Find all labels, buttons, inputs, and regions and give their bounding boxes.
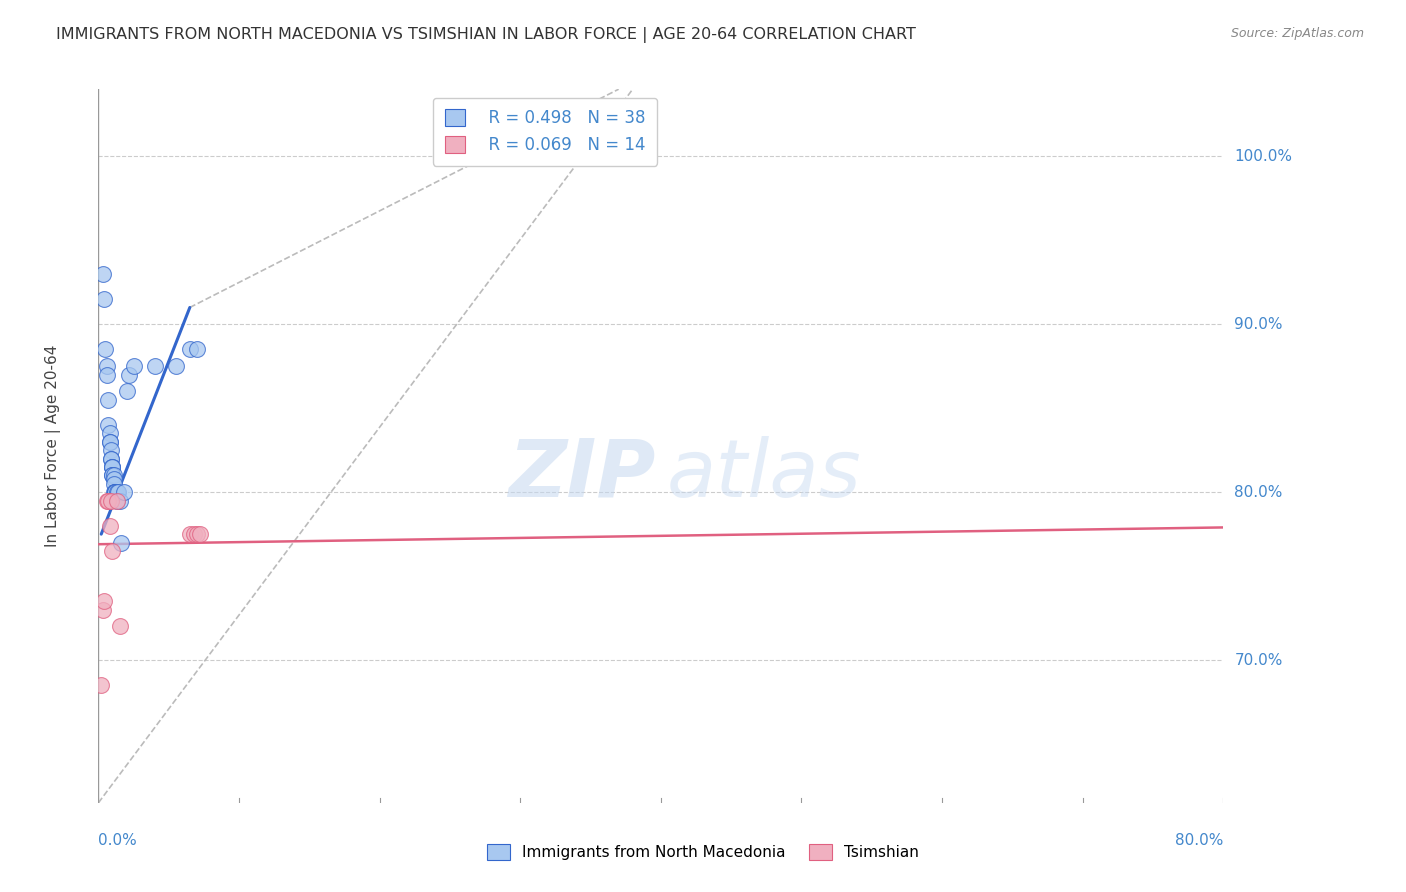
Point	[100, 451, 122, 466]
Point	[97, 417, 120, 432]
Text: In Labor Force | Age 20-64: In Labor Force | Age 20-64	[45, 345, 62, 547]
Point	[91, 603, 114, 617]
Point	[98, 434, 121, 449]
Point	[188, 527, 211, 541]
Point	[103, 476, 125, 491]
Point	[165, 359, 187, 374]
Text: 0.0%: 0.0%	[98, 833, 138, 848]
Point	[100, 443, 122, 458]
Point	[103, 485, 125, 500]
Text: ZIP: ZIP	[508, 435, 655, 514]
Point	[115, 384, 138, 399]
Text: IMMIGRANTS FROM NORTH MACEDONIA VS TSIMSHIAN IN LABOR FORCE | AGE 20-64 CORRELAT: IMMIGRANTS FROM NORTH MACEDONIA VS TSIMS…	[56, 27, 917, 43]
Point	[101, 460, 124, 475]
Point	[104, 485, 127, 500]
Point	[105, 485, 128, 500]
Point	[101, 460, 124, 475]
Point	[98, 518, 121, 533]
Text: 80.0%: 80.0%	[1234, 484, 1282, 500]
Text: 100.0%: 100.0%	[1234, 149, 1292, 164]
Point	[100, 451, 122, 466]
Text: 70.0%: 70.0%	[1234, 653, 1282, 667]
Text: 80.0%: 80.0%	[1175, 833, 1223, 848]
Legend:   R = 0.498   N = 38,   R = 0.069   N = 14: R = 0.498 N = 38, R = 0.069 N = 14	[433, 97, 657, 166]
Point	[108, 619, 131, 633]
Point	[118, 368, 141, 382]
Point	[103, 472, 125, 486]
Point	[186, 343, 208, 357]
Point	[179, 527, 201, 541]
Point	[179, 343, 201, 357]
Point	[91, 267, 114, 281]
Point	[143, 359, 166, 374]
Point	[96, 359, 118, 374]
Point	[98, 426, 121, 441]
Point	[101, 544, 124, 558]
Point	[110, 535, 132, 549]
Point	[101, 468, 124, 483]
Point	[98, 434, 121, 449]
Point	[186, 527, 208, 541]
Point	[107, 485, 129, 500]
Point	[101, 468, 124, 483]
Point	[183, 527, 205, 541]
Text: atlas: atlas	[666, 435, 862, 514]
Point	[108, 493, 131, 508]
Point	[103, 468, 125, 483]
Point	[94, 343, 117, 357]
Point	[93, 594, 115, 608]
Point	[105, 493, 128, 508]
Point	[104, 485, 127, 500]
Point	[96, 493, 118, 508]
Point	[90, 678, 112, 692]
Point	[104, 485, 127, 500]
Point	[96, 368, 118, 382]
Text: 90.0%: 90.0%	[1234, 317, 1282, 332]
Point	[122, 359, 145, 374]
Point	[100, 493, 122, 508]
Point	[105, 493, 128, 508]
Point	[101, 460, 124, 475]
Point	[97, 493, 120, 508]
Legend: Immigrants from North Macedonia, Tsimshian: Immigrants from North Macedonia, Tsimshi…	[481, 838, 925, 866]
Point	[93, 292, 115, 306]
Text: Source: ZipAtlas.com: Source: ZipAtlas.com	[1230, 27, 1364, 40]
Point	[97, 392, 120, 407]
Point	[112, 485, 135, 500]
